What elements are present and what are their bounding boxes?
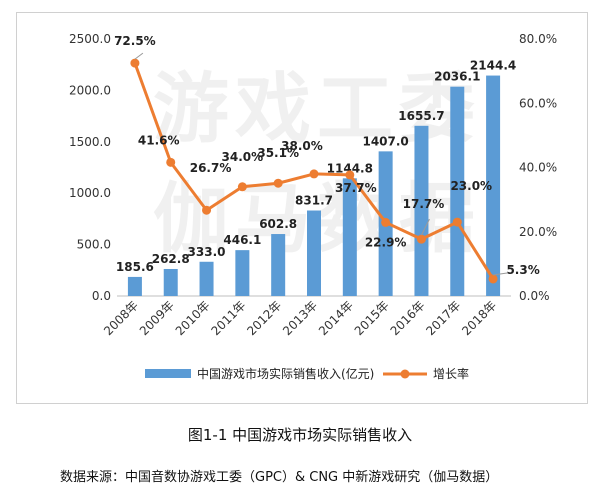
growth-value-label: 38.0% [281,139,323,153]
bar-value-label: 2036.1 [434,70,480,84]
x-tick-label: 2017年 [423,298,463,338]
growth-point [416,234,426,244]
x-tick-label: 2008年 [101,298,141,338]
x-tick-label: 2009年 [137,298,177,338]
y-left-tick-label: 1500.0 [69,135,111,149]
bar [486,75,501,296]
label-leader-line [421,218,430,236]
y-left-tick-label: 0.0 [92,289,111,303]
bar-value-label: 1407.0 [362,134,408,148]
y-right-tick-label: 80.0% [519,32,557,46]
bar-value-label: 1144.8 [327,161,373,175]
bar-value-label: 1655.7 [398,109,444,123]
bar-value-label: 831.7 [295,194,333,208]
y-left-tick-label: 2000.0 [69,83,111,97]
growth-value-label: 23.0% [450,179,492,193]
figure-caption: 图1-1 中国游戏市场实际销售收入 [187,426,413,444]
x-tick-label: 2013年 [280,298,320,338]
bar [450,86,465,296]
growth-point [309,169,319,179]
legend-line-label: 增长率 [433,366,469,381]
y-right-tick-label: 40.0% [519,161,557,175]
growth-value-label: 41.6% [138,133,180,147]
bar-value-label: 602.8 [259,217,297,231]
bar [342,178,357,296]
x-tick-label: 2014年 [316,298,356,338]
bar [307,210,321,296]
bar-value-label: 185.6 [116,260,154,274]
y-right-tick-label: 20.0% [519,225,557,239]
growth-point [202,205,212,215]
growth-value-label: 17.7% [403,197,445,211]
bar [414,125,429,296]
growth-point [273,178,283,188]
bar-value-label: 446.1 [223,233,261,247]
label-leader-line [134,52,144,60]
growth-value-label: 34.0% [222,150,264,164]
growth-value-label: 22.9% [365,235,407,249]
label-leader-line [493,272,508,276]
x-tick-label: 2012年 [244,298,284,338]
x-tick-label: 2015年 [352,298,392,338]
growth-value-label: 72.5% [114,34,156,48]
legend-line-marker [400,369,410,379]
growth-point [130,58,140,68]
chart-svg: 游戏工委伽马数据0.0500.01000.01500.02000.02500.0… [69,32,557,381]
chart-frame: 游戏工委伽马数据0.0500.01000.01500.02000.02500.0… [16,12,588,404]
growth-point [166,157,176,167]
y-left-tick-label: 1000.0 [69,186,111,200]
bar-value-label: 333.0 [188,245,226,259]
legend-bar-swatch [145,369,191,378]
x-tick-label: 2018年 [459,298,499,338]
data-source: 数据来源：中国音数协游戏工委（GPC）& CNG 中新游戏研究（伽马数据） [60,470,499,485]
x-tick-label: 2011年 [209,298,249,338]
x-tick-label: 2016年 [388,298,428,338]
y-left-tick-label: 2500.0 [69,32,111,46]
y-right-tick-label: 0.0% [519,289,550,303]
bar-value-label: 262.8 [152,252,190,266]
legend-bar-label: 中国游戏市场实际销售收入(亿元) [197,366,374,381]
growth-value-label: 26.7% [190,161,232,175]
growth-value-label: 37.7% [335,181,377,195]
growth-point [452,217,462,227]
x-tick-label: 2010年 [173,298,213,338]
bar-value-label: 2144.4 [470,59,516,73]
bar [199,261,214,296]
growth-point [345,170,355,180]
growth-value-label: 5.3% [506,263,539,277]
bar [163,268,178,296]
growth-point [381,217,391,227]
growth-point [488,274,498,284]
bar [235,250,250,296]
bar [271,234,286,296]
y-left-tick-label: 500.0 [77,238,111,252]
growth-point [237,182,247,192]
y-right-tick-label: 60.0% [519,96,557,110]
bar [127,276,142,296]
growth-value-label: 35.1% [257,146,299,160]
